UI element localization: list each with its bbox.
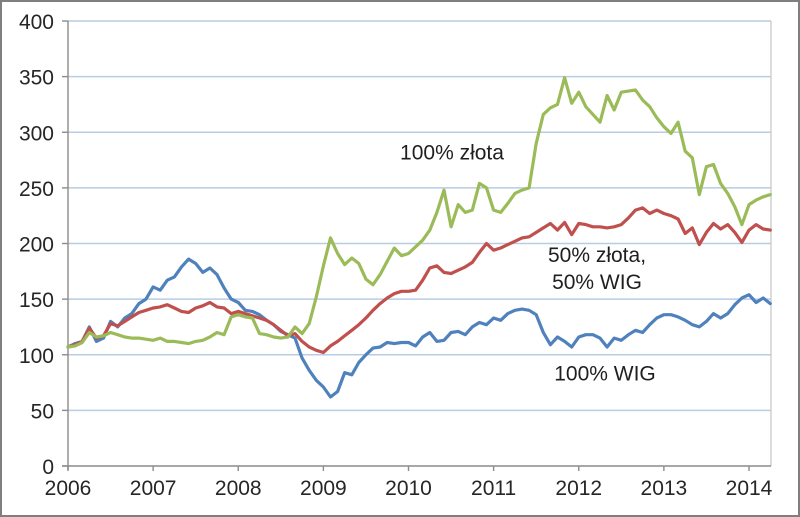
series-label-100-zlota: 100% złota (400, 141, 504, 165)
y-axis-tick-label: 0 (42, 456, 54, 479)
series-line-100-wig (66, 257, 772, 399)
y-axis-tick-label: 100 (19, 345, 54, 368)
y-axis-tick-label: 300 (19, 122, 54, 145)
series-label-50-wig-line2: 50% WIG (552, 271, 642, 294)
series-line-50-z-ota-50-wig (66, 206, 772, 355)
x-axis-tick-label: 2007 (130, 477, 177, 500)
x-axis-tick-label: 2009 (300, 477, 347, 500)
x-axis-tick-label: 2012 (555, 477, 602, 500)
series-label-50-zlota-50-wig: 50% złota, 50% WIG (548, 242, 646, 296)
series-line-100-z-ota (66, 76, 772, 349)
y-axis-tick-label: 50 (31, 400, 54, 423)
x-axis-tick-label: 2014 (726, 477, 773, 500)
y-axis-tick-label: 400 (19, 11, 54, 34)
series-label-50-zlota-line1: 50% złota, (547, 244, 647, 267)
x-axis-tick-label: 2010 (385, 477, 432, 500)
y-axis-tick-label: 150 (19, 289, 54, 312)
x-axis-tick-label: 2006 (45, 477, 92, 500)
x-axis-tick-label: 2013 (641, 477, 688, 500)
x-axis-tick-label: 2008 (215, 477, 262, 500)
y-axis-tick-label: 200 (19, 234, 54, 257)
y-axis-tick-label: 350 (19, 67, 54, 90)
x-axis-tick-label: 2011 (471, 477, 516, 500)
series-label-100-wig: 100% WIG (554, 362, 656, 386)
y-axis-tick-label: 250 (19, 178, 54, 201)
